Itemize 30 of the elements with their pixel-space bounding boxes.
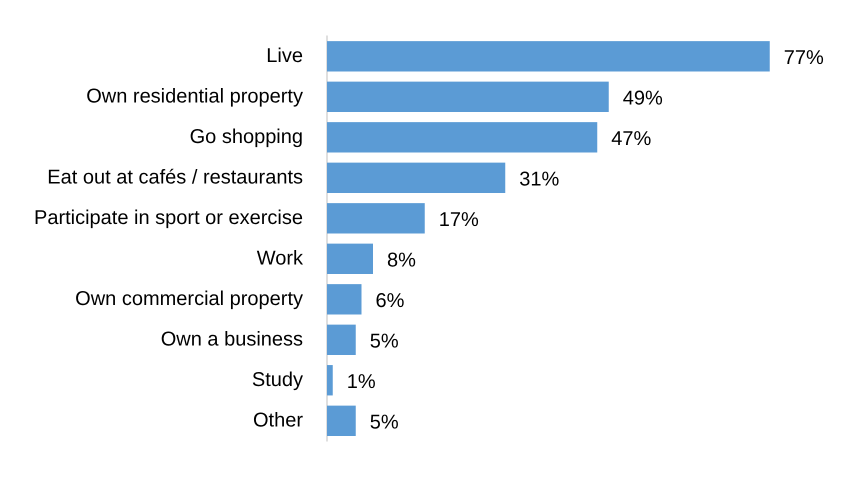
- data-label: 49%: [622, 87, 663, 110]
- y-tick-label: Own commercial property: [75, 288, 304, 310]
- data-label: 5%: [370, 330, 399, 352]
- data-label: 6%: [376, 290, 405, 312]
- y-tick-label: Study: [252, 368, 304, 391]
- data-label: 5%: [370, 411, 399, 434]
- y-tick-label: Work: [256, 247, 304, 270]
- y-tick-label: Live: [266, 44, 304, 67]
- y-tick-label: Own residential property: [86, 85, 304, 108]
- bar: [327, 365, 333, 396]
- y-tick-label: Other: [252, 409, 304, 432]
- bar: [327, 324, 356, 355]
- data-label: 1%: [346, 370, 376, 393]
- bar: [327, 122, 598, 152]
- y-tick-label: Go shopping: [190, 126, 304, 148]
- bar: [327, 162, 506, 193]
- bar: [327, 284, 362, 314]
- bar: [327, 203, 425, 234]
- data-label: 47%: [611, 128, 652, 150]
- bar: [327, 82, 609, 112]
- bar: [327, 406, 356, 436]
- y-tick-label: Eat out at cafés / restaurants: [47, 166, 304, 188]
- data-label: 31%: [519, 168, 560, 190]
- y-tick-label: Participate in sport or exercise: [34, 206, 304, 229]
- bar: [327, 244, 374, 274]
- data-label: 77%: [784, 46, 824, 69]
- bar: [327, 41, 770, 72]
- data-label: 17%: [438, 208, 479, 231]
- data-label: 8%: [387, 249, 416, 272]
- y-tick-label: Own a business: [160, 328, 304, 350]
